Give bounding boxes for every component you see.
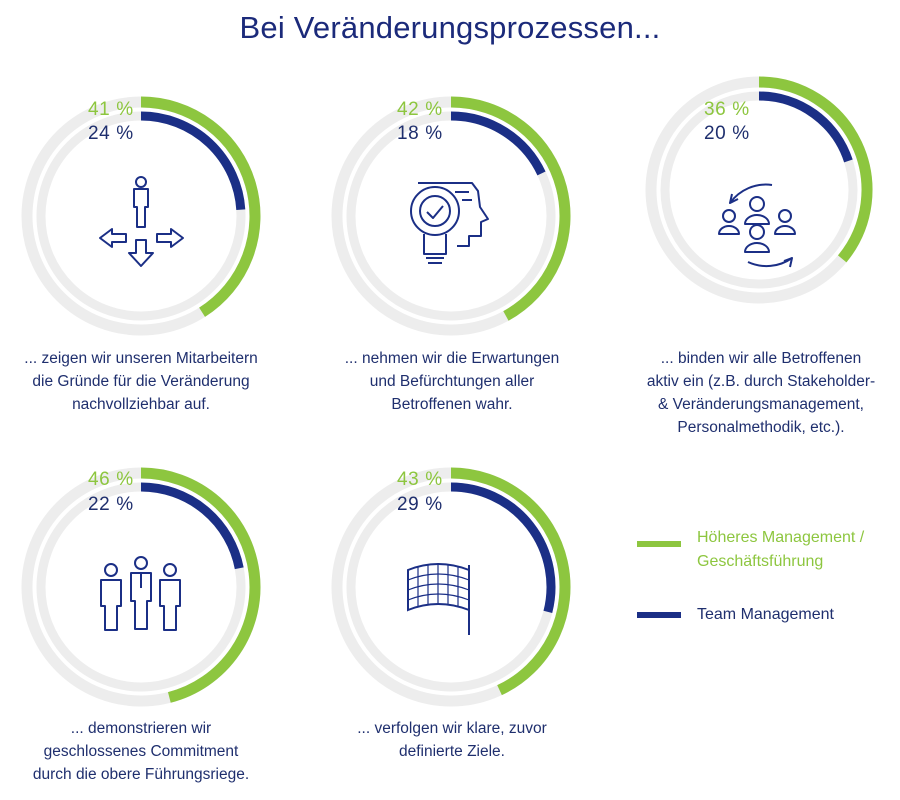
- senior-value-label: 36 %: [704, 99, 750, 120]
- team-arc: [140, 482, 244, 570]
- chart-title: Bei Veränderungsprozessen...: [239, 10, 661, 45]
- team-value-label: 24 %: [88, 123, 134, 144]
- legend-swatch-team: [637, 612, 681, 618]
- senior-arc: [758, 76, 873, 263]
- senior-arc: [140, 467, 261, 703]
- checkered-flag-icon: [407, 563, 470, 635]
- team-arc: [450, 111, 546, 176]
- crossroads-person-icon: [99, 176, 184, 267]
- team-value-label: 22 %: [88, 494, 134, 515]
- senior-value-label: 42 %: [397, 99, 443, 120]
- senior-arc: [140, 96, 261, 317]
- category-caption: ... verfolgen wir klare, zuvor definiert…: [357, 720, 547, 760]
- leadership-group-icon: [100, 556, 181, 631]
- legend-label-team: Team Management: [697, 606, 834, 623]
- senior-value-label: 46 %: [88, 469, 134, 490]
- idea-head-icon: [410, 182, 489, 264]
- team-value-label: 20 %: [704, 123, 750, 144]
- team-value-label: 29 %: [397, 494, 443, 515]
- legend-swatch-senior: [637, 541, 681, 547]
- team-arc: [140, 111, 246, 211]
- senior-arc: [450, 96, 571, 321]
- category-caption: ... zeigen wir unseren Mitarbeitern die …: [24, 350, 258, 413]
- senior-value-label: 41 %: [88, 99, 134, 120]
- category-caption: ... nehmen wir die Erwartungen und Befür…: [344, 350, 560, 413]
- team-arc: [450, 482, 556, 613]
- senior-arc: [450, 467, 571, 696]
- team-arc: [758, 91, 853, 163]
- category-caption: ... demonstrieren wir geschlossenes Comm…: [32, 720, 250, 783]
- team-cycle-icon: [718, 183, 796, 268]
- senior-value-label: 43 %: [397, 469, 443, 490]
- category-caption: ... binden wir alle Betroffenen aktiv ei…: [646, 350, 876, 436]
- team-value-label: 18 %: [397, 123, 443, 144]
- legend-label-senior: Höheres Management / Geschäftsführung: [697, 529, 865, 570]
